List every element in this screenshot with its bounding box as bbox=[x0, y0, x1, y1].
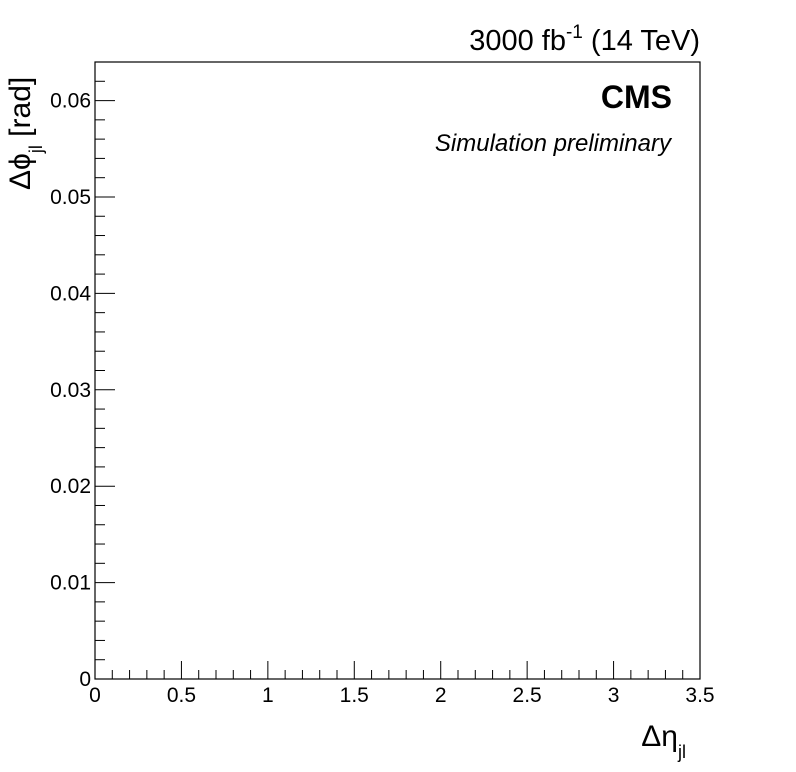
lumi-sup: -1 bbox=[566, 22, 583, 43]
status-label: Simulation preliminary bbox=[435, 130, 673, 157]
y-axis-title: Δϕjl [rad] bbox=[4, 77, 46, 190]
y-tick-label: 0.03 bbox=[50, 379, 91, 402]
x-tick-label: 1 bbox=[262, 684, 274, 707]
x-title-main: Δη bbox=[641, 720, 678, 753]
x-tick-label: 1.5 bbox=[340, 684, 369, 707]
y-title-unit: [rad] bbox=[4, 77, 37, 145]
y-title-main: Δϕ bbox=[4, 153, 37, 190]
x-tick-label: 3 bbox=[608, 684, 620, 707]
lumi-main: 3000 fb bbox=[469, 25, 566, 57]
x-axis-title: Δηjl bbox=[641, 720, 686, 762]
y-tick-label: 0.02 bbox=[50, 475, 91, 498]
y-tick-label: 0.04 bbox=[50, 282, 91, 305]
tick-labels: 0 0.5 1 1.5 2 2.5 3 3.5 0 0.01 0.02 0.03 0.04 0.05 0.0… bbox=[50, 90, 714, 707]
tick-marks bbox=[94, 61, 701, 680]
x-tick-label: 2.5 bbox=[513, 684, 542, 707]
x-tick-label: 3.5 bbox=[685, 684, 714, 707]
x-tick-label: 0 bbox=[89, 684, 101, 707]
luminosity-label: 3000 fb-1 (14 TeV) bbox=[469, 22, 700, 57]
y-tick-label: 0.06 bbox=[50, 90, 91, 113]
y-tick-label: 0.05 bbox=[50, 186, 91, 209]
y-tick-label: 0 bbox=[79, 668, 91, 691]
lumi-energy: (14 TeV) bbox=[583, 25, 700, 57]
y-tick-label: 0.01 bbox=[50, 572, 91, 595]
x-title-sub: jl bbox=[677, 742, 686, 762]
x-tick-label: 2 bbox=[435, 684, 447, 707]
x-tick-label: 0.5 bbox=[167, 684, 196, 707]
y-title-sub: jl bbox=[26, 145, 46, 154]
experiment-label: CMS bbox=[601, 79, 672, 115]
